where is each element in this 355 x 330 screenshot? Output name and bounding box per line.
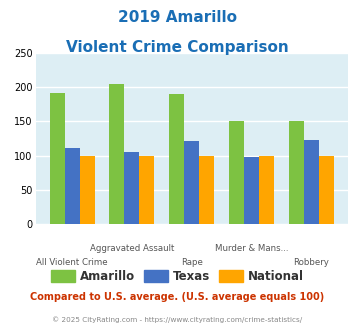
Bar — [184, 141, 199, 224]
Text: © 2025 CityRating.com - https://www.cityrating.com/crime-statistics/: © 2025 CityRating.com - https://www.city… — [53, 317, 302, 323]
Bar — [109, 84, 125, 224]
Bar — [304, 140, 319, 224]
Text: Aggravated Assault: Aggravated Assault — [90, 244, 174, 253]
Text: Murder & Mans...: Murder & Mans... — [215, 244, 288, 253]
Text: 2019 Amarillo: 2019 Amarillo — [118, 10, 237, 25]
Bar — [259, 156, 274, 224]
Bar — [140, 156, 154, 224]
Text: Rape: Rape — [181, 258, 203, 267]
Bar — [229, 121, 244, 224]
Text: Robbery: Robbery — [293, 258, 329, 267]
Bar — [125, 152, 140, 224]
Bar — [80, 156, 94, 224]
Text: All Violent Crime: All Violent Crime — [36, 258, 108, 267]
Bar — [65, 148, 80, 224]
Legend: Amarillo, Texas, National: Amarillo, Texas, National — [47, 265, 308, 287]
Text: Compared to U.S. average. (U.S. average equals 100): Compared to U.S. average. (U.S. average … — [31, 292, 324, 302]
Bar — [244, 157, 259, 224]
Bar — [289, 121, 304, 224]
Bar — [169, 94, 184, 224]
Bar — [319, 156, 334, 224]
Bar — [199, 156, 214, 224]
Bar — [50, 93, 65, 224]
Text: Violent Crime Comparison: Violent Crime Comparison — [66, 40, 289, 54]
